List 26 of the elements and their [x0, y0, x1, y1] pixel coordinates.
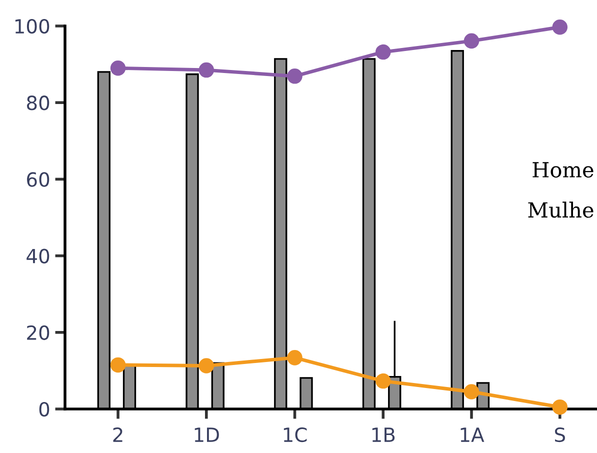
point — [552, 399, 568, 415]
x-tick-label: 1C — [284, 427, 307, 442]
x-tick-label: 1A — [460, 428, 484, 442]
point — [198, 62, 214, 78]
y-tick-label: 60 — [27, 172, 50, 187]
y-tick-label: 20 — [27, 325, 50, 340]
x-tick-label: 1D — [194, 428, 219, 442]
point — [376, 373, 391, 389]
point — [198, 358, 214, 374]
point — [287, 350, 302, 366]
point — [464, 33, 480, 49]
y-tick-label: 40 — [26, 248, 50, 264]
y-tick-label: 100 — [15, 18, 50, 34]
x-tick-label: S — [554, 427, 565, 442]
annotation: Mulhe — [528, 202, 594, 218]
x-tick-label: 1B — [372, 428, 395, 442]
point — [552, 20, 568, 35]
y-tick-label: 80 — [26, 96, 50, 110]
point — [287, 68, 302, 84]
x-tick-label: 2 — [113, 427, 122, 442]
point — [376, 44, 391, 60]
annotation: Home — [532, 162, 594, 178]
point — [110, 357, 126, 373]
y-tick-label: 0 — [39, 402, 50, 417]
point — [110, 60, 126, 76]
point — [464, 384, 480, 400]
